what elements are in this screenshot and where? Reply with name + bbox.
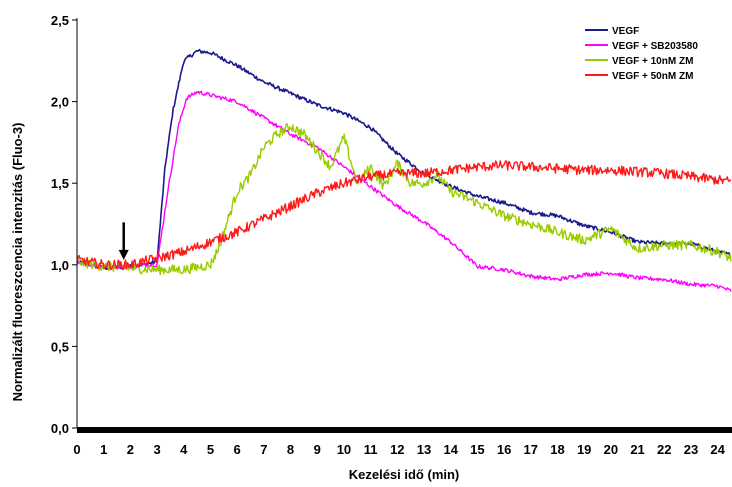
x-tick-label: 23: [684, 442, 698, 457]
annotation-arrow: [118, 222, 129, 260]
axes: 0,00,51,01,52,02,50 1 2 3 4 5 6 7 8 9 10 11 12 13 14 15…: [51, 13, 732, 457]
x-tick-label: 6: [234, 442, 241, 457]
arrow-head: [118, 249, 129, 260]
x-tick-label: 24: [710, 442, 725, 457]
x-tick-label: 5: [207, 442, 214, 457]
series-line-1: [76, 48, 732, 271]
legend: VEGF VEGF + SB203580 VEGF + 10nM ZM VEGF + …: [585, 26, 698, 82]
legend-label: VEGF + 50nM ZM: [612, 71, 693, 82]
legend-label: VEGF + SB203580: [612, 41, 698, 52]
y-tick-label: 1,5: [51, 176, 69, 191]
x-tick-label: 2: [127, 442, 134, 457]
series-line-4: [76, 159, 732, 271]
x-tick-label: 20: [604, 442, 618, 457]
y-tick-label: 2,5: [51, 13, 69, 28]
series-line-2: [76, 90, 732, 292]
x-tick-label: 3: [153, 442, 160, 457]
legend-label: VEGF + 10nM ZM: [612, 56, 693, 67]
legend-label: VEGF: [612, 26, 639, 37]
x-tick-label: 0: [73, 442, 80, 457]
x-tick-label: 7: [260, 442, 267, 457]
x-tick-label: 16: [497, 442, 511, 457]
y-tick-label: 0,5: [51, 339, 69, 354]
y-tick-label: 0,0: [51, 421, 69, 436]
y-axis-title: Normalizált fluoreszcencia intenzitás (F…: [10, 123, 25, 402]
x-tick-label: 19: [577, 442, 591, 457]
x-tick-label: 22: [657, 442, 671, 457]
x-tick-label: 14: [443, 442, 458, 457]
x-tick-label: 15: [470, 442, 484, 457]
x-tick-label: 18: [550, 442, 564, 457]
x-tick-label: 21: [630, 442, 644, 457]
x-tick-label: 9: [314, 442, 321, 457]
x-axis-bar: [77, 427, 732, 433]
plot-lines: [76, 48, 732, 292]
x-tick-label: 11: [364, 442, 378, 457]
x-tick-label: 8: [287, 442, 294, 457]
y-tick-label: 2,0: [51, 95, 69, 110]
y-tick-label: 1,0: [51, 258, 69, 273]
x-tick-label: 17: [524, 442, 538, 457]
x-axis-title: Kezelési idő (min): [349, 467, 460, 482]
x-tick-label: 10: [337, 442, 351, 457]
x-tick-label: 13: [417, 442, 431, 457]
x-tick-label: 4: [180, 442, 188, 457]
x-tick-label: 12: [390, 442, 404, 457]
x-tick-label: 1: [100, 442, 107, 457]
